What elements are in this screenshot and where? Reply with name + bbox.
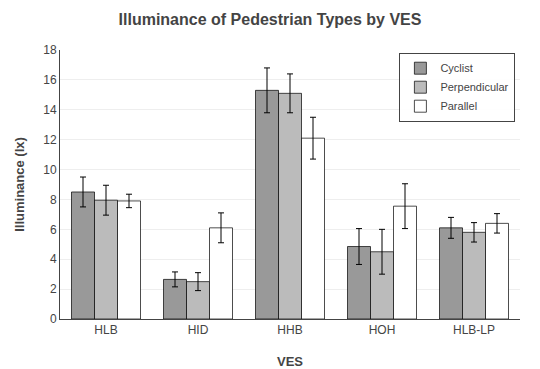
svg-text:HLB: HLB [94,323,117,337]
svg-text:HHB: HHB [277,323,302,337]
svg-text:10: 10 [43,163,57,177]
svg-text:HLB-LP: HLB-LP [453,323,495,337]
svg-text:Illuminance (lx): Illuminance (lx) [12,137,27,232]
svg-text:VES: VES [277,354,303,369]
svg-text:12: 12 [43,133,57,147]
svg-text:Perpendicular: Perpendicular [440,81,508,93]
svg-text:Illuminance of Pedestrian Type: Illuminance of Pedestrian Types by VES [119,11,422,28]
svg-text:18: 18 [43,43,57,57]
svg-text:4: 4 [50,252,57,266]
svg-text:14: 14 [43,103,57,117]
svg-text:HID: HID [188,323,209,337]
svg-text:0: 0 [50,312,57,326]
svg-text:2: 2 [50,282,57,296]
svg-text:8: 8 [50,193,57,207]
svg-text:6: 6 [50,223,57,237]
svg-text:16: 16 [43,73,57,87]
svg-text:HOH: HOH [369,323,396,337]
svg-text:Parallel: Parallel [440,100,477,112]
svg-text:Cyclist: Cyclist [440,62,472,74]
